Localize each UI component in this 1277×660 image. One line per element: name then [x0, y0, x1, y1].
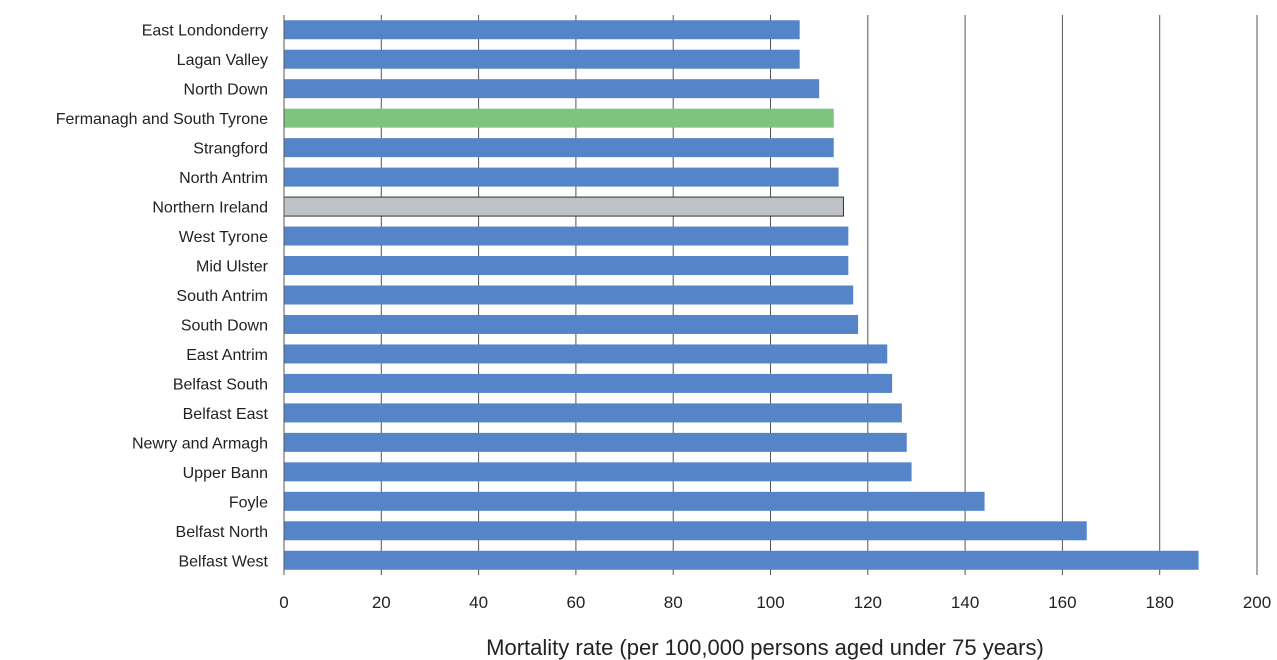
- bar-south-down: [284, 314, 859, 334]
- bar-west-tyrone: [284, 226, 849, 246]
- x-tick-label-200: 200: [1243, 593, 1271, 612]
- x-tick-label-120: 120: [854, 593, 882, 612]
- x-axis-title: Mortality rate (per 100,000 persons aged…: [486, 635, 1044, 660]
- bar-belfast-east: [284, 403, 902, 423]
- bar-upper-bann: [284, 462, 912, 482]
- category-label-south-antrim: South Antrim: [176, 288, 268, 305]
- category-label-fermanagh-and-south-tyrone: Fermanagh and South Tyrone: [56, 111, 268, 128]
- category-label-northern-ireland: Northern Ireland: [152, 200, 268, 217]
- category-label-belfast-south: Belfast South: [173, 376, 268, 393]
- category-label-foyle: Foyle: [229, 494, 268, 511]
- x-tick-labels: 0 20 40 60 80 100 120 140 160 180 200: [279, 593, 1271, 612]
- bar-mid-ulster: [284, 256, 849, 276]
- bar-north-antrim: [284, 167, 839, 187]
- x-tick-label-140: 140: [951, 593, 979, 612]
- bar-east-antrim: [284, 344, 888, 364]
- x-tick-label-40: 40: [469, 593, 488, 612]
- x-tick-label-20: 20: [372, 593, 391, 612]
- x-tick-label-160: 160: [1048, 593, 1076, 612]
- bars: [283, 20, 1199, 570]
- bar-belfast-west: [284, 550, 1199, 570]
- category-label-north-down: North Down: [184, 82, 268, 99]
- category-label-east-londonderry: East Londonderry: [142, 23, 268, 40]
- category-label-belfast-east: Belfast East: [183, 406, 269, 423]
- category-label-newry-and-armagh: Newry and Armagh: [132, 435, 268, 452]
- category-labels: East Londonderry Lagan Valley North Down Fe…: [56, 23, 269, 571]
- category-label-strangford: Strangford: [193, 141, 268, 158]
- category-label-mid-ulster: Mid Ulster: [196, 259, 269, 276]
- category-label-east-antrim: East Antrim: [186, 347, 268, 364]
- category-label-belfast-west: Belfast West: [178, 553, 268, 570]
- x-tick-label-60: 60: [566, 593, 585, 612]
- bar-belfast-south: [284, 373, 893, 393]
- bar-foyle: [284, 491, 985, 511]
- category-label-upper-bann: Upper Bann: [183, 465, 268, 482]
- bar-northern-ireland: [283, 196, 844, 217]
- category-label-west-tyrone: West Tyrone: [179, 229, 268, 246]
- x-tick-label-80: 80: [664, 593, 683, 612]
- bar-east-londonderry: [284, 20, 800, 40]
- x-tick-label-180: 180: [1146, 593, 1174, 612]
- category-label-north-antrim: North Antrim: [179, 170, 268, 187]
- x-tick-label-100: 100: [756, 593, 784, 612]
- x-tick-label-0: 0: [279, 593, 288, 612]
- bar-newry-and-armagh: [284, 432, 907, 452]
- category-label-belfast-north: Belfast North: [176, 524, 268, 541]
- bar-belfast-north: [284, 521, 1087, 541]
- bar-lagan-valley: [284, 49, 800, 69]
- category-label-lagan-valley: Lagan Valley: [177, 52, 268, 69]
- bar-south-antrim: [284, 285, 854, 305]
- bar-strangford: [284, 138, 834, 158]
- bar-fermanagh-and-south-tyrone: [284, 108, 834, 128]
- category-label-south-down: South Down: [181, 317, 268, 334]
- bar-north-down: [284, 79, 820, 99]
